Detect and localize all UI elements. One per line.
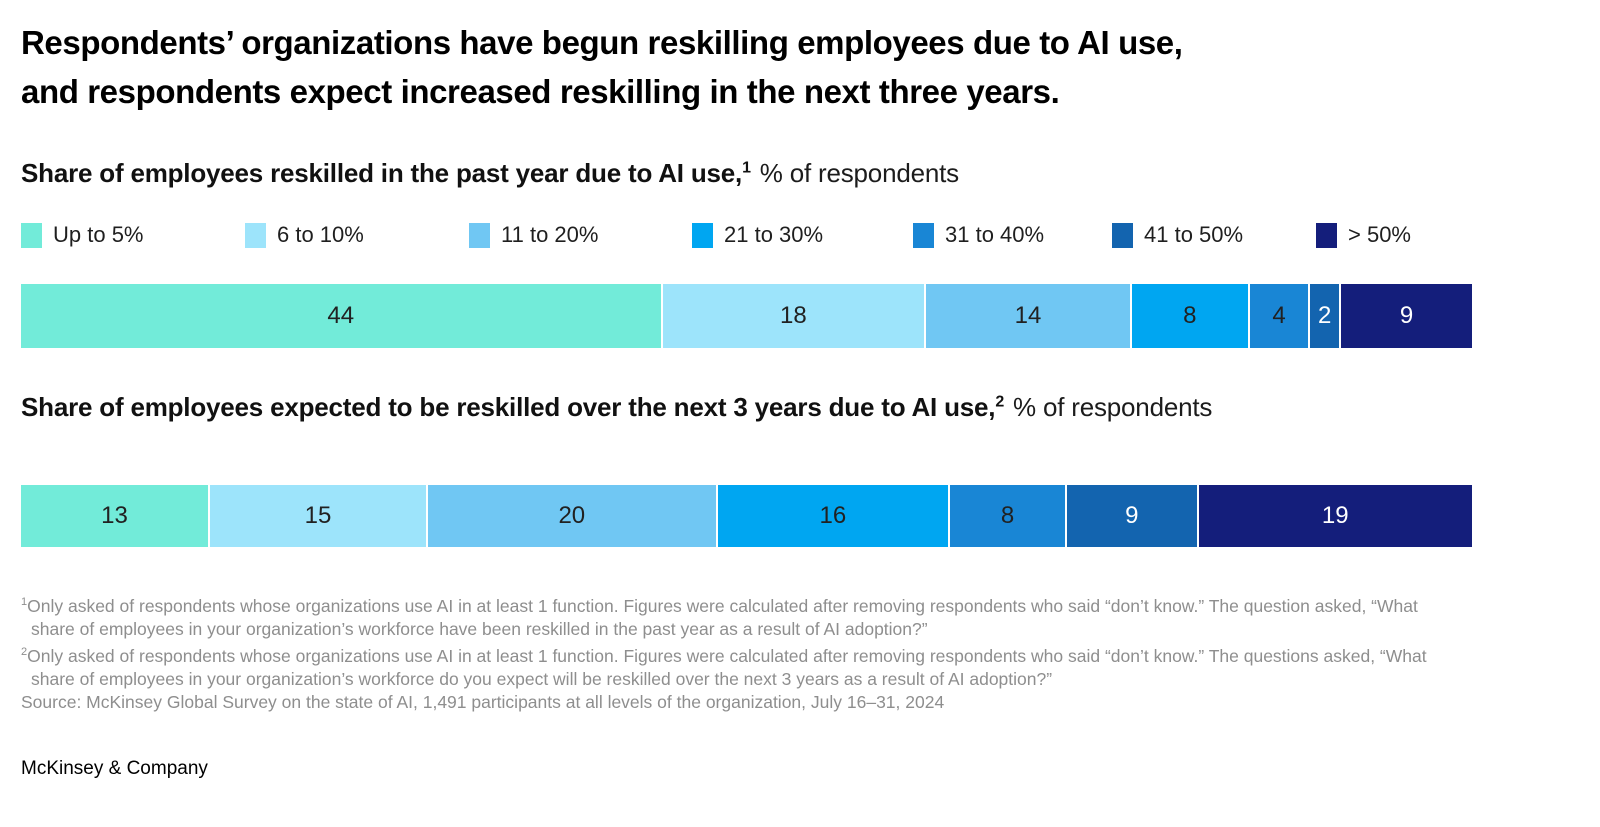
segment-value-label: 19 <box>1321 502 1349 529</box>
legend-label: 41 to 50% <box>1144 222 1244 247</box>
segment-value-label: 9 <box>1399 302 1414 329</box>
footnote-1: 1Only asked of respondents whose organiz… <box>21 591 1451 641</box>
chart2-footnote-ref: 2 <box>995 393 1005 411</box>
source-text: Source: McKinsey Global Survey on the st… <box>21 691 945 712</box>
bar-segment: 14 <box>926 284 1132 348</box>
legend-item: 41 to 50% <box>1112 222 1243 248</box>
chart1-title: Share of employees reskilled in the past… <box>21 158 1481 189</box>
legend-item: > 50% <box>1316 222 1411 248</box>
chart1-unit-label: % of respondents <box>759 158 959 188</box>
bar-segment: 2 <box>1310 284 1342 348</box>
bar-segment: 9 <box>1341 284 1473 348</box>
legend-item: 31 to 40% <box>913 222 1044 248</box>
source-line: Source: McKinsey Global Survey on the st… <box>21 691 1451 714</box>
bar-segment: 19 <box>1198 485 1472 547</box>
chart1-title-text: Share of employees reskilled in the past… <box>21 158 743 188</box>
segment-value-label: 18 <box>780 302 807 329</box>
segment-value-label: 20 <box>558 502 586 529</box>
legend: Up to 5% 6 to 10% 11 to 20% 21 to 30% 31 to … <box>21 222 1472 252</box>
chart2-title: Share of employees expected to be reskil… <box>21 392 1481 423</box>
legend-swatch <box>245 222 266 248</box>
legend-label: 31 to 40% <box>945 222 1045 247</box>
footnote-2-text: Only asked of respondents whose organiza… <box>27 645 1427 689</box>
bar-segment: 15 <box>210 485 428 547</box>
chart2-title-text: Share of employees expected to be reskil… <box>21 392 996 422</box>
bar-segment: 13 <box>21 485 211 547</box>
footnote-1-text: Only asked of respondents whose organiza… <box>27 595 1418 639</box>
bar-segment: 18 <box>662 284 927 348</box>
legend-label: 21 to 30% <box>724 222 824 247</box>
legend-swatch <box>913 222 934 248</box>
legend-swatch <box>469 222 490 248</box>
segment-value-label: 2 <box>1317 302 1332 329</box>
bar-segment: 16 <box>717 485 950 547</box>
legend-label: Up to 5% <box>53 222 144 247</box>
segment-value-label: 8 <box>1000 502 1015 529</box>
legend-item: 11 to 20% <box>469 222 598 248</box>
legend-swatch <box>1316 222 1337 248</box>
bar-segment: 44 <box>21 284 663 348</box>
segment-value-label: 4 <box>1272 302 1286 329</box>
legend-item: Up to 5% <box>21 222 144 248</box>
footnote-2-sup: 2 <box>21 645 28 658</box>
bar-segment: 8 <box>1131 284 1250 348</box>
legend-item: 21 to 30% <box>692 222 823 248</box>
bar-segment: 8 <box>949 485 1068 547</box>
legend-item: 6 to 10% <box>245 222 364 248</box>
segment-value-label: 14 <box>1014 302 1042 329</box>
legend-label: 11 to 20% <box>501 222 599 247</box>
chart1-footnote-ref: 1 <box>742 159 751 177</box>
segment-value-label: 15 <box>304 502 332 529</box>
segment-value-label: 8 <box>1183 302 1197 329</box>
footnotes: 1Only asked of respondents whose organiz… <box>21 591 1451 714</box>
chart2-unit-label: % of respondents <box>1013 392 1213 422</box>
title-line-2: and respondents expect increased reskill… <box>21 73 1060 110</box>
chart1-bar: 44 18 14 8 4 2 9 <box>21 284 1473 348</box>
bar-segment: 20 <box>427 485 718 547</box>
page-title: Respondents’ organizations have begun re… <box>21 18 1481 116</box>
footnote-1-sup: 1 <box>21 596 28 608</box>
legend-swatch <box>1112 222 1133 248</box>
legend-label: 6 to 10% <box>277 222 364 247</box>
brand-logo-text: McKinsey & Company <box>21 758 208 779</box>
segment-value-label: 9 <box>1125 502 1139 529</box>
title-line-1: Respondents’ organizations have begun re… <box>21 24 1183 61</box>
segment-value-label: 16 <box>819 502 847 529</box>
chart2-bar: 13 15 20 16 8 9 19 <box>21 485 1472 547</box>
footnote-2: 2Only asked of respondents whose organiz… <box>21 641 1451 691</box>
legend-label: > 50% <box>1348 222 1411 247</box>
legend-swatch <box>21 222 42 248</box>
segment-value-label: 13 <box>101 502 128 529</box>
legend-swatch <box>692 222 713 248</box>
bar-segment: 4 <box>1249 284 1311 348</box>
segment-value-label: 44 <box>327 302 355 329</box>
bar-segment: 9 <box>1067 485 1199 547</box>
